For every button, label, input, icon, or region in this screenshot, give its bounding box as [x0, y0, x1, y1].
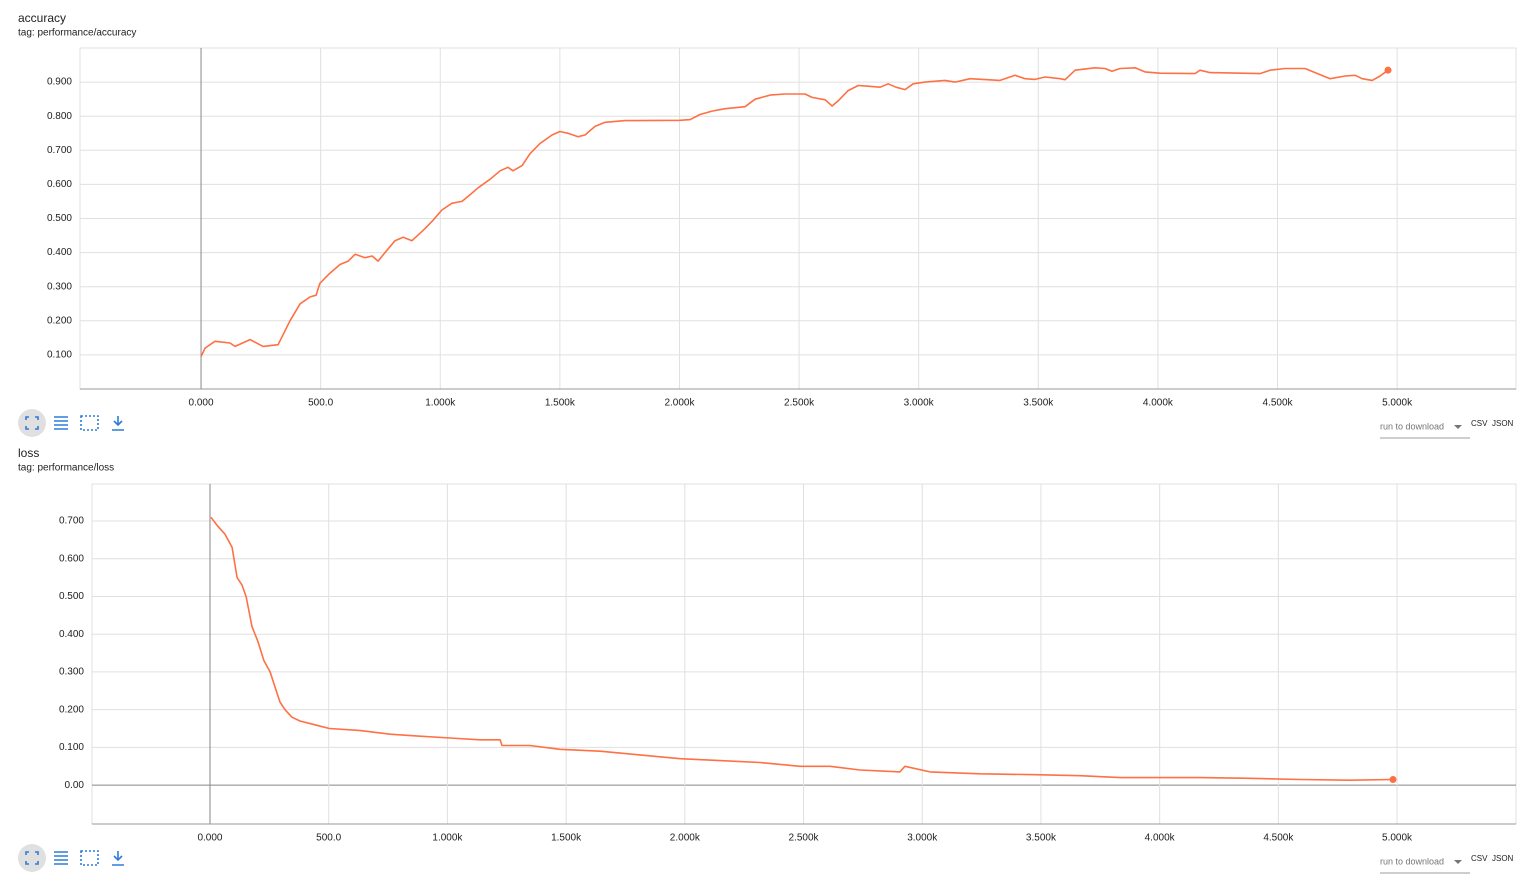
- x-tick-label: 4.500k: [1262, 398, 1293, 409]
- fullscreen-button[interactable]: [18, 844, 46, 872]
- y-tick-label: 0.200: [59, 704, 84, 715]
- y-tick-label: 0.400: [47, 247, 72, 258]
- log-scale-button[interactable]: [54, 416, 68, 430]
- x-tick-label: 0.000: [197, 833, 222, 844]
- log-scale-button[interactable]: [54, 851, 68, 865]
- y-tick-label: 0.300: [59, 667, 84, 678]
- y-tick-label: 0.700: [59, 516, 84, 527]
- run-selector[interactable]: run to download: [1380, 421, 1444, 431]
- fullscreen-icon: [25, 851, 39, 865]
- download-link[interactable]: JSON: [1492, 419, 1514, 428]
- x-tick-label: 1.500k: [545, 398, 576, 409]
- x-tick-label: 2.000k: [670, 833, 701, 844]
- run-selector[interactable]: run to download: [1380, 856, 1444, 866]
- chart-title: loss: [18, 446, 39, 460]
- download-button[interactable]: [112, 851, 124, 866]
- fullscreen-icon: [25, 416, 39, 430]
- x-tick-label: 1.000k: [432, 833, 463, 844]
- y-tick-label: 0.500: [47, 213, 72, 224]
- download-link[interactable]: CSV: [1471, 419, 1488, 428]
- dropdown-arrow: [1454, 860, 1462, 864]
- data-line: [200, 67, 1389, 357]
- download-link[interactable]: JSON: [1492, 854, 1514, 863]
- x-tick-label: 3.000k: [904, 398, 935, 409]
- fullscreen-button[interactable]: [18, 409, 46, 437]
- chart-title: accuracy: [18, 11, 66, 25]
- x-tick-label: 2.000k: [664, 398, 695, 409]
- dropdown-arrow: [1454, 425, 1462, 429]
- x-tick-label: 4.000k: [1143, 398, 1174, 409]
- end-point: [1389, 775, 1397, 783]
- chart-subtitle: tag: performance/accuracy: [18, 28, 136, 39]
- y-tick-label: 0.400: [59, 629, 84, 640]
- x-tick-label: 4.500k: [1263, 833, 1294, 844]
- fit-domain-button[interactable]: [80, 850, 99, 866]
- x-tick-label: 3.000k: [907, 833, 938, 844]
- download-link[interactable]: CSV: [1471, 854, 1488, 863]
- x-tick-label: 2.500k: [789, 833, 820, 844]
- y-tick-label: 0.600: [59, 553, 84, 564]
- download-button[interactable]: [112, 416, 124, 431]
- y-tick-label: 0.800: [47, 111, 72, 122]
- fit-domain-button[interactable]: [80, 415, 99, 431]
- toolbar: [18, 409, 124, 437]
- x-tick-label: 500.0: [308, 398, 333, 409]
- x-tick-label: 5.000k: [1382, 833, 1413, 844]
- y-tick-label: 0.200: [47, 315, 72, 326]
- data-line: [210, 516, 1394, 781]
- x-tick-label: 5.000k: [1382, 398, 1413, 409]
- y-tick-label: 0.700: [47, 145, 72, 156]
- x-tick-label: 1.500k: [551, 833, 582, 844]
- y-tick-label: 0.00: [65, 780, 85, 791]
- x-tick-label: 4.000k: [1145, 833, 1176, 844]
- y-tick-label: 0.900: [47, 77, 72, 88]
- end-point: [1384, 66, 1392, 74]
- y-tick-label: 0.100: [47, 350, 72, 361]
- y-tick-label: 0.100: [59, 742, 84, 753]
- toolbar: [18, 844, 124, 872]
- x-tick-label: 500.0: [316, 833, 341, 844]
- x-tick-label: 2.500k: [784, 398, 815, 409]
- chart-subtitle: tag: performance/loss: [18, 463, 114, 474]
- x-tick-label: 0.000: [189, 398, 214, 409]
- x-tick-label: 1.000k: [425, 398, 456, 409]
- y-tick-label: 0.500: [59, 591, 84, 602]
- y-tick-label: 0.600: [47, 179, 72, 190]
- y-tick-label: 0.300: [47, 281, 72, 292]
- x-tick-label: 3.500k: [1026, 833, 1057, 844]
- x-tick-label: 3.500k: [1023, 398, 1054, 409]
